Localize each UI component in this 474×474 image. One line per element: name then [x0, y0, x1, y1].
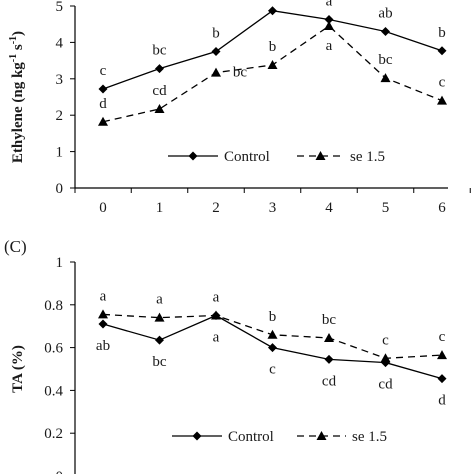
significance-label: d	[438, 393, 446, 409]
data-point-control	[268, 343, 277, 353]
significance-label: a	[100, 288, 107, 304]
data-point-control	[437, 374, 447, 384]
data-point-control	[381, 26, 390, 36]
data-point-control	[155, 335, 164, 345]
data-point-control	[437, 46, 447, 56]
significance-label: bc	[152, 354, 167, 370]
data-point-se-1-5	[154, 312, 165, 322]
data-point-control	[98, 319, 108, 329]
significance-label: c	[439, 75, 446, 91]
x-tick-label: 2	[212, 200, 220, 216]
significance-label: cd	[378, 377, 393, 393]
y-tick-label: 0.2	[44, 426, 63, 442]
data-point-control	[98, 84, 108, 94]
legend: Control se 1.5	[168, 149, 385, 165]
significance-label: bc	[322, 312, 337, 328]
legend-label-se-1-5: se 1.5	[352, 429, 387, 445]
y-tick-label: 5	[56, 0, 64, 15]
data-point-control	[268, 6, 277, 16]
x-tick-label: 3	[269, 200, 277, 216]
significance-label: b	[438, 25, 446, 41]
x-tick-label: 4	[325, 200, 333, 216]
legend-marker-control	[192, 431, 202, 441]
y-tick-label: 3	[56, 72, 64, 88]
data-point-se-1-5	[437, 350, 447, 360]
data-point-se-1-5	[211, 67, 221, 77]
significance-label: a	[326, 0, 333, 9]
x-tick-label: 6	[438, 200, 446, 216]
legend-marker-se-1-5	[316, 431, 327, 440]
x-tick-label: 0	[99, 200, 107, 216]
significance-label: d	[99, 96, 107, 112]
y-tick-label: 0	[56, 181, 64, 197]
y-tick-label: 0.6	[44, 341, 63, 357]
data-point-se-1-5	[267, 329, 278, 339]
significance-label: bc	[152, 43, 167, 59]
significance-label: ab	[96, 338, 110, 354]
significance-label: c	[269, 362, 276, 378]
legend: Control se 1.5	[172, 429, 387, 445]
y-tick-label: 1	[56, 145, 64, 161]
data-point-control	[324, 354, 334, 364]
x-tick-label: 5	[382, 200, 390, 216]
significance-label: c	[100, 63, 107, 79]
significance-label: ab	[378, 5, 392, 21]
y-tick-label: 4	[56, 35, 64, 51]
significance-label: b	[269, 309, 277, 325]
significance-label: c	[382, 332, 389, 348]
significance-label: c	[439, 329, 446, 345]
data-point-se-1-5	[324, 332, 334, 342]
y-tick-label: 1	[56, 255, 64, 271]
significance-label: a	[213, 290, 220, 306]
panel-label: (C)	[4, 237, 27, 256]
legend-label-se-1-5: se 1.5	[350, 149, 385, 165]
data-point-control	[324, 14, 334, 24]
legend-label-control: Control	[228, 429, 274, 445]
legend-label-control: Control	[224, 149, 270, 165]
significance-label: a	[326, 38, 333, 54]
y-axis-label: Ethylene (ng kg-1 s-1)	[8, 31, 26, 163]
significance-label: b	[269, 39, 277, 55]
significance-label: b	[212, 26, 220, 42]
data-point-control	[155, 64, 164, 74]
significance-label: cd	[152, 83, 167, 99]
y-tick-label: 2	[56, 108, 64, 124]
data-point-se-1-5	[154, 104, 165, 114]
y-axis-label: TA (%)	[10, 345, 26, 393]
significance-label: a	[213, 330, 220, 346]
y-tick-label: 0	[56, 469, 64, 474]
data-point-control	[211, 47, 221, 56]
y-tick-label: 0.8	[44, 298, 63, 314]
data-point-se-1-5	[324, 21, 334, 31]
y-tick-label: 0.4	[44, 383, 63, 399]
significance-label: bc	[233, 65, 248, 81]
data-point-se-1-5	[267, 59, 278, 69]
data-point-se-1-5	[211, 310, 221, 320]
significance-label: bc	[378, 52, 393, 68]
legend-marker-se-1-5	[315, 151, 326, 160]
significance-label: cd	[322, 373, 337, 389]
x-tick-label: 1	[156, 200, 164, 216]
data-point-se-1-5	[98, 309, 108, 319]
significance-label: a	[156, 292, 163, 308]
data-point-se-1-5	[380, 353, 391, 363]
significance-label: a	[269, 0, 276, 1]
data-point-se-1-5	[98, 116, 108, 126]
data-point-se-1-5	[380, 73, 391, 83]
legend-marker-control	[188, 151, 198, 161]
data-point-se-1-5	[437, 95, 447, 105]
